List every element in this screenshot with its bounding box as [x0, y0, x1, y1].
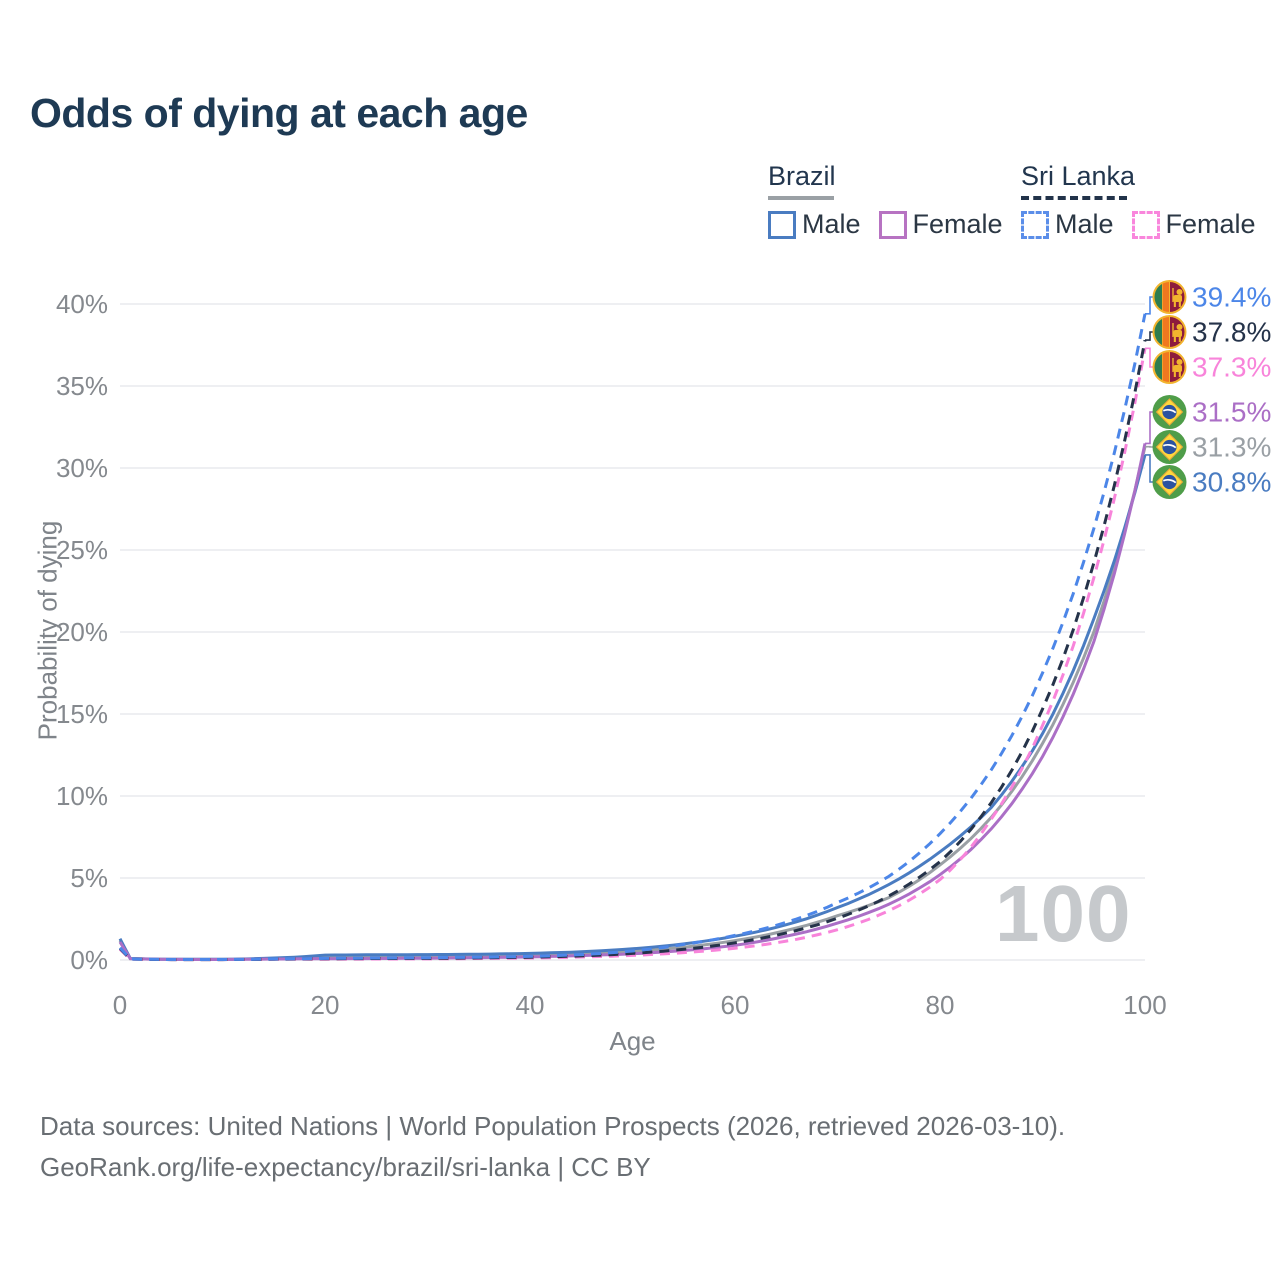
sri-lanka-flag-icon [1152, 280, 1187, 314]
legend-sri-lanka-line-style-sample [1021, 196, 1127, 200]
end-value-label-sri-lanka-male: 39.4% [1192, 282, 1271, 313]
x-tick-label: 100 [1123, 990, 1166, 1020]
x-tick-label: 40 [516, 990, 545, 1020]
legend-group-brazil: Brazil Male Female [768, 161, 1021, 240]
x-tick-label: 60 [721, 990, 750, 1020]
x-tick-label: 80 [926, 990, 955, 1020]
legend-country-brazil: Brazil [768, 161, 836, 191]
end-value-label-sri-lanka: 37.8% [1192, 317, 1271, 348]
brazil-flag-icon [1152, 465, 1187, 499]
end-value-label-brazil-male: 30.8% [1192, 467, 1271, 498]
sri-lanka-flag-icon [1152, 315, 1187, 349]
sri-lanka-female-swatch-icon [1131, 210, 1160, 239]
brazil-female-swatch-icon [878, 210, 907, 239]
legend-item-brazil-female[interactable]: Female [878, 209, 1003, 240]
brazil-flag-icon [1152, 395, 1187, 429]
legend-brazil-line-style-sample [768, 196, 834, 200]
series-line-sri-lanka[interactable] [118, 339, 1147, 962]
legend-item-label: Female [1165, 209, 1256, 239]
legend-item-label: Female [912, 209, 1003, 239]
series-line-sri-lanka-female[interactable] [118, 348, 1147, 962]
footer: Data sources: United Nations | World Pop… [40, 1106, 1065, 1188]
sri-lanka-flag-icon [1152, 350, 1187, 384]
y-tick-label: 5% [70, 863, 108, 893]
legend-item-label: Male [1055, 209, 1114, 239]
legend-item-sri-lanka-male[interactable]: Male [1021, 209, 1114, 240]
page-title: Odds of dying at each age [30, 90, 528, 136]
y-tick-label: 0% [70, 945, 108, 975]
end-value-label-sri-lanka-female: 37.3% [1192, 352, 1271, 383]
legend-item-label: Male [802, 209, 861, 239]
x-axis-title: Age [609, 1026, 656, 1056]
y-tick-label: 40% [56, 289, 108, 319]
age-watermark: 100 [995, 869, 1132, 958]
footer-data-sources: Data sources: United Nations | World Pop… [40, 1111, 1066, 1141]
series-line-sri-lanka-male[interactable] [118, 313, 1147, 961]
y-tick-label: 10% [56, 781, 108, 811]
y-tick-label: 35% [56, 371, 108, 401]
legend-country-sri-lanka: Sri Lanka [1021, 161, 1136, 191]
brazil-male-swatch-icon [768, 210, 796, 239]
brazil-flag-icon [1152, 430, 1187, 464]
x-tick-label: 0 [113, 990, 127, 1020]
series-line-brazil[interactable] [118, 446, 1147, 961]
y-tick-label: 15% [56, 699, 108, 729]
y-tick-label: 30% [56, 453, 108, 483]
legend-item-sri-lanka-female[interactable]: Female [1131, 209, 1256, 240]
legend-group-sri-lanka: Sri Lanka Male Female [1021, 161, 1274, 240]
y-tick-label: 20% [56, 617, 108, 647]
end-value-label-brazil-female: 31.5% [1192, 397, 1271, 428]
y-tick-label: 25% [56, 535, 108, 565]
end-value-label-brazil: 31.3% [1192, 432, 1271, 463]
series-line-brazil-male[interactable] [118, 454, 1147, 961]
series-line-brazil-female[interactable] [118, 443, 1147, 961]
sri-lanka-male-swatch-icon [1021, 210, 1049, 239]
footer-attribution-link: GeoRank.org/life-expectancy/brazil/sri-l… [40, 1152, 651, 1182]
x-tick-label: 20 [311, 990, 340, 1020]
legend-item-brazil-male[interactable]: Male [768, 209, 861, 240]
